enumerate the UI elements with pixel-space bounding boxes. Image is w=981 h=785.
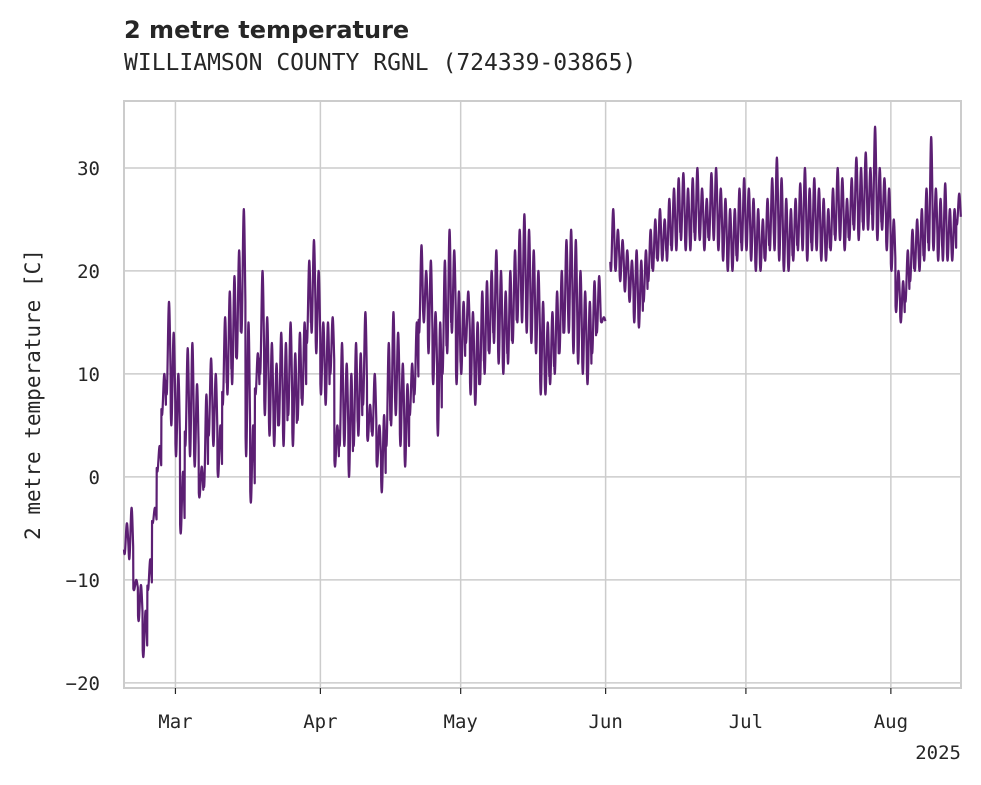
x-tick-label: Jul [729, 711, 763, 733]
chart-subtitle: WILLIAMSON COUNTY RGNL (724339-03865) [124, 50, 637, 76]
y-tick-label: 30 [77, 158, 100, 180]
y-tick-label: 0 [89, 467, 100, 489]
y-tick-label: −10 [66, 570, 100, 592]
y-tick-label: −20 [66, 673, 100, 695]
year-label: 2025 [915, 742, 961, 764]
y-tick-label: 10 [77, 364, 100, 386]
temperature-line [122, 208, 607, 659]
x-tick-label: Jun [588, 711, 622, 733]
x-tick-label: Mar [158, 711, 192, 733]
y-tick-label: 20 [77, 261, 100, 283]
y-axis-label: 2 metre temperature [C] [21, 249, 45, 540]
x-tick-label: May [444, 711, 478, 733]
plot-frame [123, 100, 962, 689]
temperature-series-group [122, 125, 962, 659]
x-tick-label: Apr [303, 711, 337, 733]
y-axis-ticks: −20 −10 0 10 20 30 [66, 158, 100, 695]
chart-title: 2 metre temperature [124, 16, 410, 44]
x-axis-ticks: Mar Apr May Jun Jul Aug [158, 688, 908, 733]
temperature-line [609, 125, 962, 329]
x-tick-label: Aug [874, 711, 908, 733]
